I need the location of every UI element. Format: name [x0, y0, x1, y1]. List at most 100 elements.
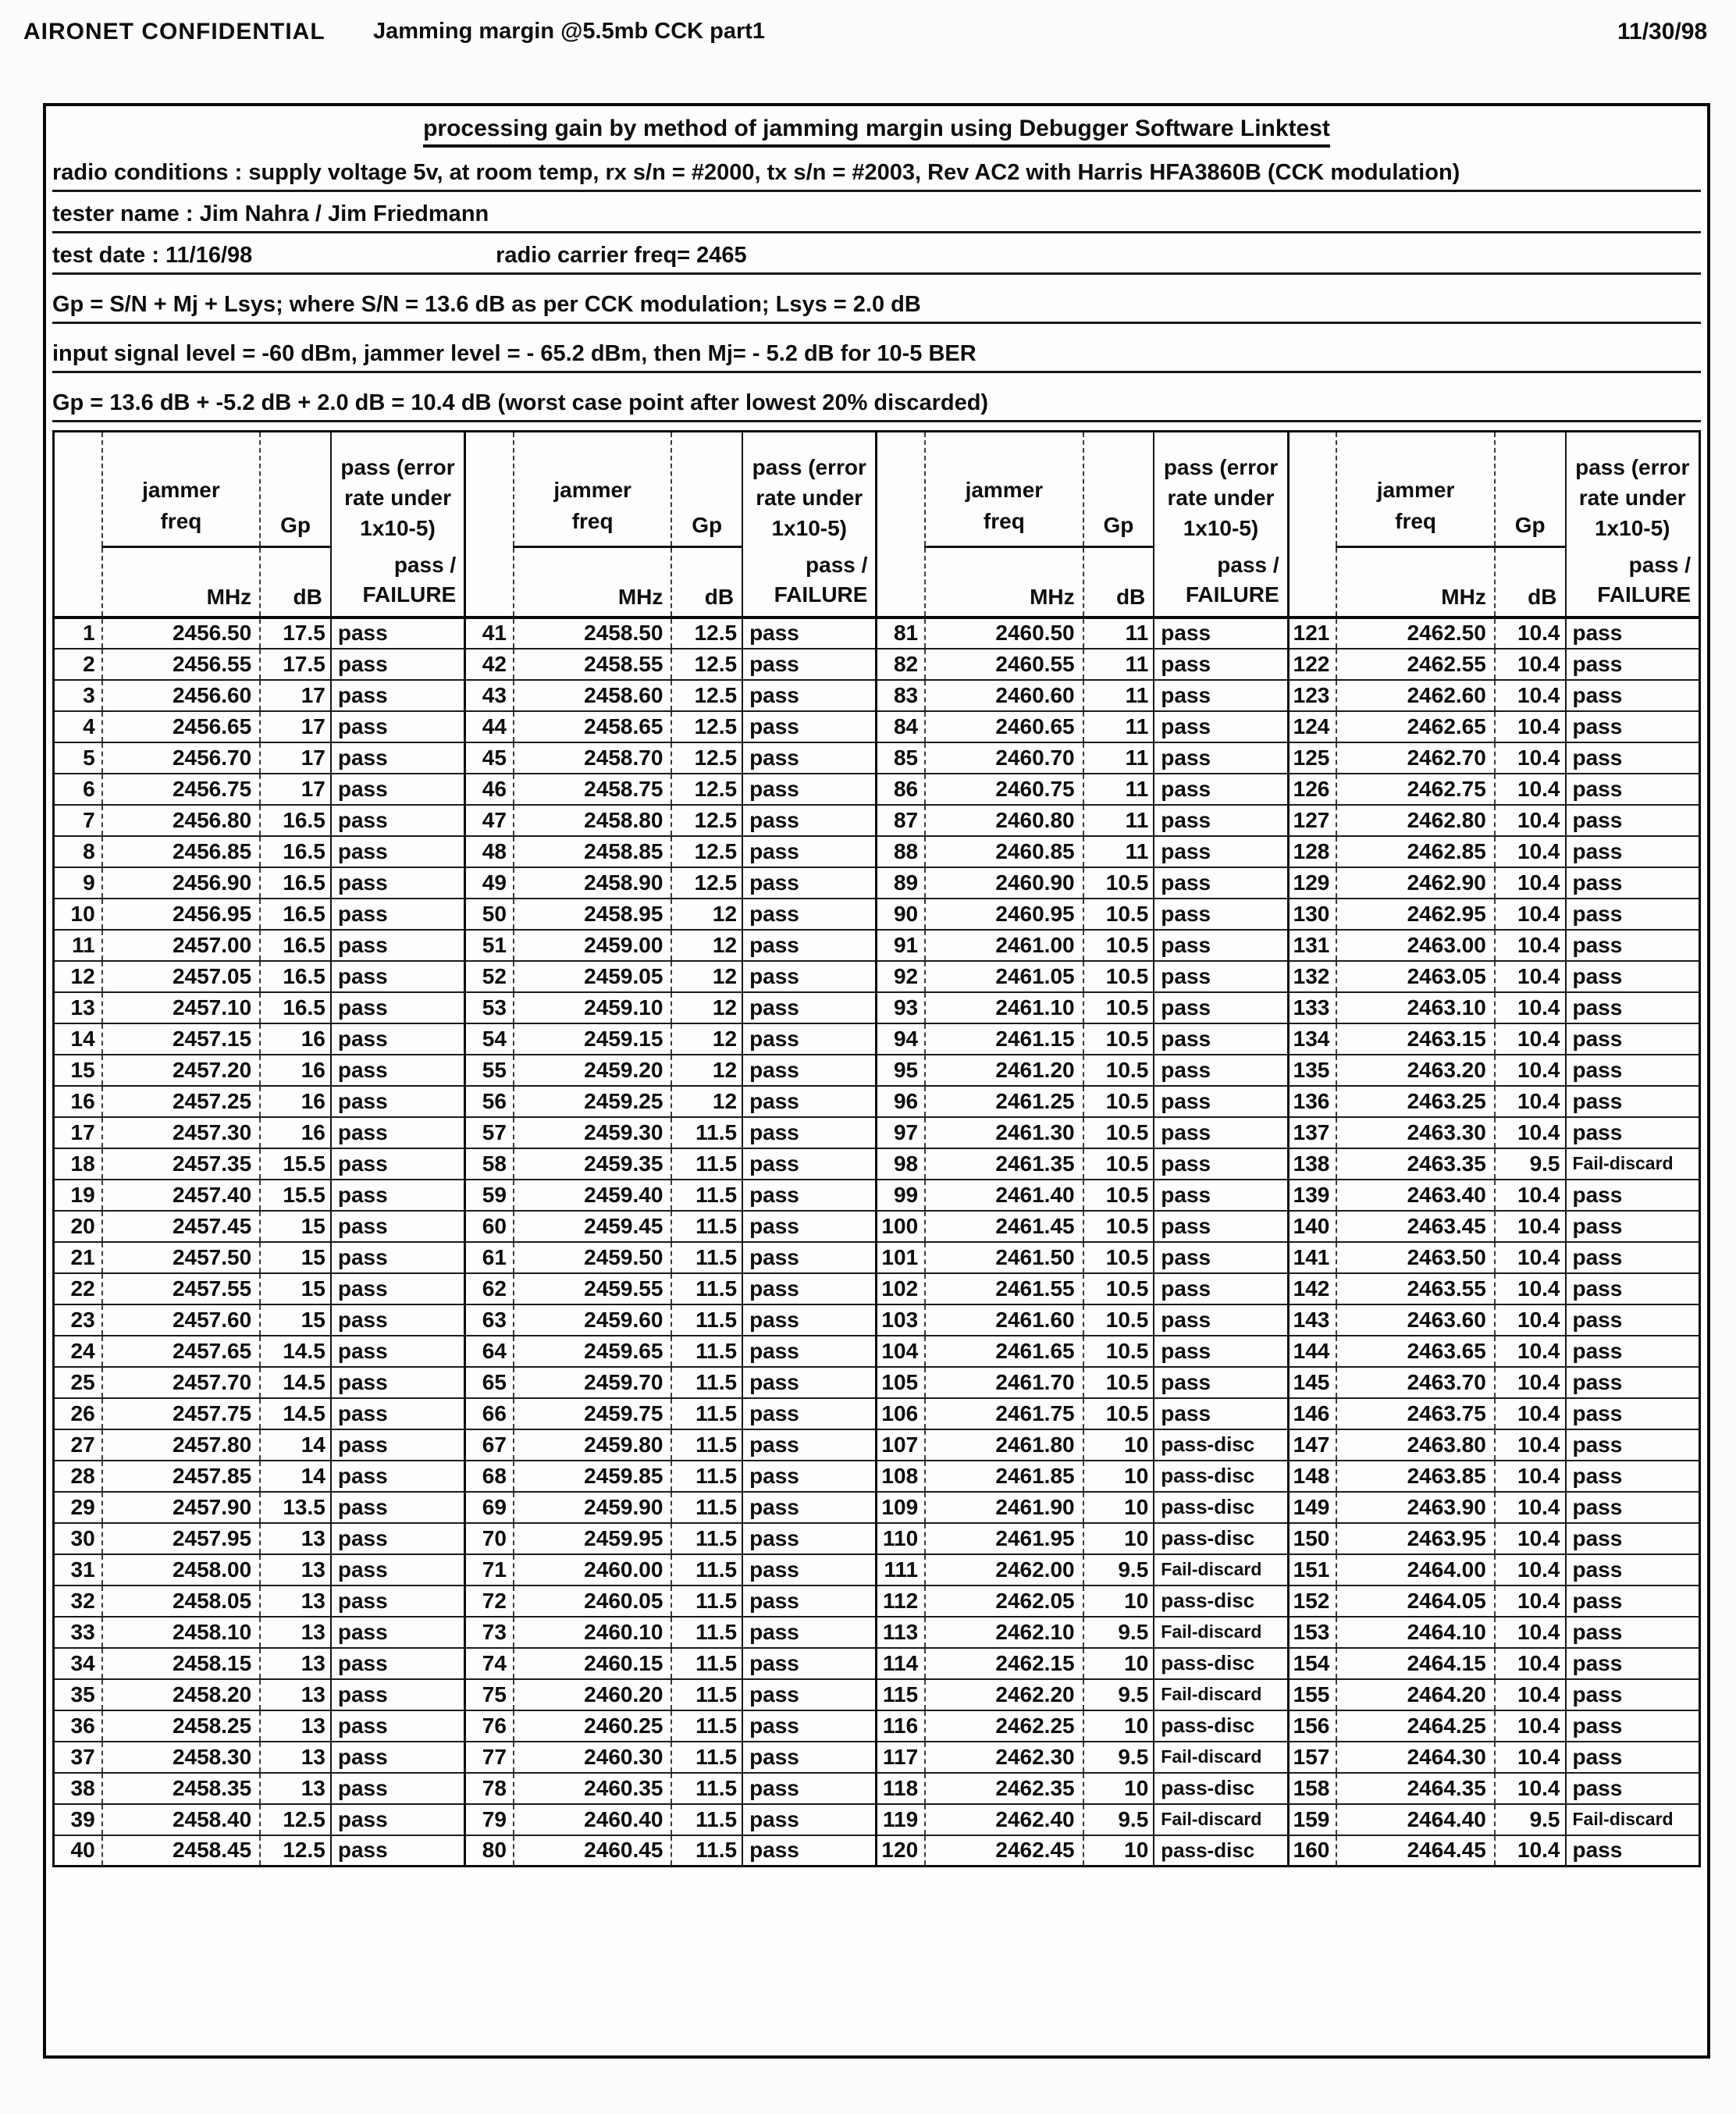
gp-value: 12.5	[671, 678, 743, 711]
jammer-freq-value: 2457.95	[101, 1521, 261, 1554]
jammer-freq-value: 2462.10	[924, 1615, 1083, 1648]
result-value: pass	[329, 897, 465, 930]
gp-value: 10.4	[1493, 1084, 1566, 1117]
gp-value: 11.5	[671, 1303, 743, 1336]
gp-value: 10.4	[1493, 1397, 1566, 1429]
gp-value: 10.4	[1493, 710, 1566, 742]
corner-cell	[52, 431, 102, 547]
row-number: 31	[52, 1553, 102, 1586]
gp-value: 11.5	[671, 1459, 743, 1492]
jammer-freq-value: 2462.40	[924, 1803, 1083, 1835]
gp-value: 11	[1082, 647, 1154, 680]
gp-value: 16.5	[259, 835, 331, 867]
row-number: 113	[875, 1615, 926, 1648]
jammer-freq-value: 2457.25	[101, 1084, 261, 1117]
jammer-freq-value: 2458.85	[512, 835, 672, 867]
row-number: 75	[464, 1678, 514, 1710]
result-value: pass	[329, 1147, 465, 1180]
row-number: 67	[464, 1428, 514, 1461]
jammer-freq-value: 2458.95	[512, 897, 672, 930]
result-value: pass-disc	[1153, 1428, 1289, 1461]
jammer-freq-value: 2461.40	[924, 1178, 1083, 1211]
gp-value: 12	[671, 1053, 743, 1086]
input-level-line: input signal level = -60 dBm, jammer lev…	[52, 324, 1701, 373]
row-number: 154	[1286, 1646, 1337, 1679]
gp-value: 10.4	[1493, 1365, 1566, 1398]
row-number: 30	[52, 1521, 102, 1554]
jammer-freq-header-text: jammer freq	[142, 477, 220, 534]
table-row: 30 2457.95 13 pass 70 2459.95 11.5 pass 110 2461.…	[52, 1521, 1700, 1554]
table-row: 40 2458.45 12.5 pass 80 2460.45 11.5 pass 120 246…	[52, 1834, 1700, 1867]
row-number: 55	[464, 1053, 514, 1086]
jammer-freq-value: 2460.55	[924, 647, 1083, 680]
gp-value: 11.5	[671, 1272, 743, 1304]
row-number: 105	[875, 1365, 926, 1398]
row-number: 72	[464, 1584, 514, 1617]
row-number: 18	[52, 1147, 102, 1180]
result-value: pass	[742, 866, 877, 899]
row-number: 124	[1286, 710, 1337, 742]
result-value: pass	[329, 1490, 465, 1523]
jammer-freq-value: 2461.80	[924, 1428, 1083, 1461]
jammer-freq-value: 2459.65	[512, 1334, 672, 1367]
result-value: pass	[1564, 772, 1700, 805]
row-number: 1	[52, 616, 102, 649]
row-number: 33	[52, 1615, 102, 1648]
result-value: pass	[742, 1678, 877, 1710]
test-date-line: test date : 11/16/98 radio carrier freq=…	[52, 233, 1701, 275]
result-value: pass-disc	[1153, 1834, 1289, 1867]
row-number: 4	[52, 710, 102, 742]
gp-value: 12	[671, 897, 743, 930]
row-number: 74	[464, 1646, 514, 1679]
jammer-freq-value: 2463.45	[1336, 1209, 1495, 1242]
result-value: pass	[742, 1240, 877, 1273]
row-number: 22	[52, 1272, 102, 1304]
result-value: pass	[742, 1272, 877, 1304]
jammer-freq-value: 2456.50	[101, 616, 261, 649]
jammer-freq-value: 2456.60	[101, 678, 261, 711]
jammer-freq-value: 2457.40	[101, 1178, 261, 1211]
gp-value: 17	[259, 741, 331, 774]
result-value: pass	[1564, 1771, 1700, 1804]
result-value: pass	[1564, 1678, 1700, 1710]
row-number: 76	[464, 1709, 514, 1742]
jammer-freq-value: 2463.80	[1336, 1428, 1495, 1461]
gp-value: 10	[1082, 1771, 1154, 1804]
gp-value: 15	[259, 1240, 331, 1273]
row-number: 19	[52, 1178, 102, 1211]
result-value: pass	[742, 991, 877, 1023]
row-number: 100	[875, 1209, 926, 1242]
jammer-freq-value: 2462.30	[924, 1740, 1083, 1773]
gp-value: 10.4	[1493, 1521, 1566, 1554]
gp-value: 10.4	[1493, 1646, 1566, 1679]
row-number: 137	[1286, 1116, 1337, 1148]
jammer-freq-header-text: jammer freq	[965, 477, 1044, 534]
result-value: pass	[1153, 959, 1289, 992]
jammer-freq-value: 2459.80	[512, 1428, 672, 1461]
gp-value: 15	[259, 1272, 331, 1304]
row-number: 65	[464, 1365, 514, 1398]
gp-value: 11	[1082, 678, 1154, 711]
jammer-freq-value: 2460.10	[512, 1615, 672, 1648]
table-row: 29 2457.90 13.5 pass 69 2459.90 11.5 pass 109 246…	[52, 1490, 1700, 1523]
jammer-freq-value: 2461.65	[924, 1334, 1083, 1367]
result-value: pass	[1153, 741, 1289, 774]
jammer-freq-value: 2463.35	[1336, 1147, 1495, 1180]
row-number: 40	[52, 1834, 102, 1867]
table-row: 28 2457.85 14 pass 68 2459.85 11.5 pass 108 2461.…	[52, 1459, 1700, 1492]
result-value: pass	[1153, 1334, 1289, 1367]
jammer-freq-value: 2458.35	[101, 1771, 261, 1804]
row-number: 152	[1286, 1584, 1337, 1617]
gp-value: 10	[1082, 1646, 1154, 1679]
result-value: Fail-discard	[1564, 1147, 1700, 1180]
row-number: 91	[875, 928, 926, 961]
row-number: 123	[1286, 678, 1337, 711]
db-unit-header: dB	[671, 546, 743, 619]
table-row: 6 2456.75 17 pass 46 2458.75 12.5 pass 86 2460.75…	[52, 772, 1700, 805]
row-number: 26	[52, 1397, 102, 1429]
result-value: pass	[1564, 1240, 1700, 1273]
result-value: pass	[742, 1116, 877, 1148]
gp-value: 9.5	[1082, 1553, 1154, 1586]
gp-value: 15	[259, 1303, 331, 1336]
gp-header: Gp	[671, 431, 743, 547]
